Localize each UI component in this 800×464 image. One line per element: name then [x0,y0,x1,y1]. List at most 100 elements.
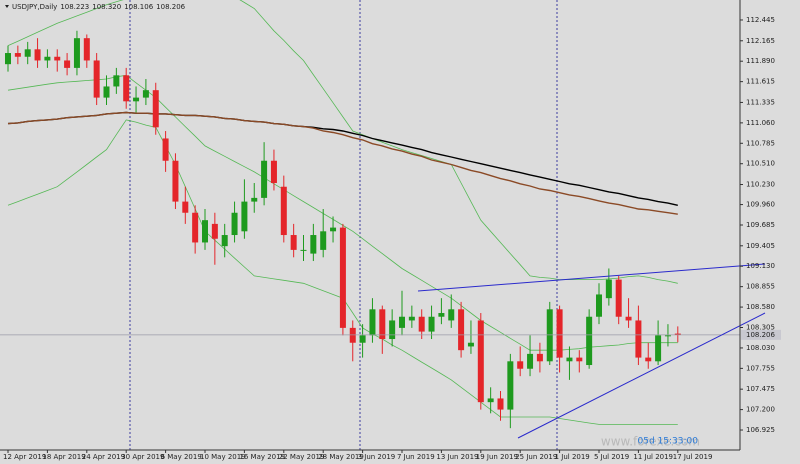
y-tick-label: 112.165 [746,37,775,45]
candle-body [605,279,612,299]
x-tick-label: 13 Jun 2019 [436,453,478,461]
candle-body [596,294,602,317]
candle-body [202,220,208,243]
y-tick-label: 109.685 [746,221,775,229]
y-tick-label: 110.510 [746,160,775,168]
candle-body [162,138,169,161]
x-tick-label: 16 May 2019 [239,453,285,461]
candle-body [300,249,307,251]
y-tick-label: 110.230 [746,181,775,189]
plot-area [0,0,740,450]
candle-body [566,357,573,362]
candle-body [14,53,21,57]
candle-body [113,75,120,87]
indicator-line [7,111,678,215]
candle-body [64,60,71,68]
candle-body [349,327,356,343]
candle-body [221,235,228,247]
candle-body [330,227,337,232]
candle-body [625,316,632,321]
chart-header: USDJPY,Daily 108.223 108.320 108.106 108.206 [12,3,186,11]
countdown: 05d 15:33:00 [638,437,699,447]
current-price-box [741,329,781,340]
x-tick-label: 18 Apr 2019 [42,453,85,461]
candle-body [359,335,366,343]
candle-body [418,316,425,332]
x-tick-label: 25 Jun 2019 [515,453,557,461]
candle-body [103,86,110,98]
x-tick-label: 11 Jul 2019 [633,453,673,461]
candle-body [458,309,465,351]
candle-body [655,335,662,362]
candle-body [428,316,435,332]
x-tick-label: 24 Apr 2019 [82,453,125,461]
candle-body [645,357,652,362]
candle-body [34,49,41,61]
x-tick-label: 30 Apr 2019 [121,453,164,461]
current-price-label: 108.206 [746,331,775,339]
menu-arrow[interactable] [5,5,9,8]
candle-body [487,398,494,403]
candle-body [664,335,671,337]
candle-body [310,235,317,254]
y-tick-label: 109.130 [746,262,775,270]
y-tick-label: 107.755 [746,364,775,372]
candle-body [270,160,277,184]
x-tick-label: 22 May 2019 [279,453,325,461]
candle-body [280,186,287,236]
symbol-label: USDJPY,Daily [12,3,57,11]
candle-body [399,316,405,328]
candle-body [448,309,455,321]
candle-body [93,60,100,98]
candle-body [231,212,238,236]
candle-body [192,212,199,243]
candle-body [133,97,140,102]
trendline [417,263,766,292]
candle-body [290,235,297,250]
x-tick-label: 10 May 2019 [200,453,246,461]
candle-body [251,197,258,202]
x-tick-label: 3 Jun 2019 [358,453,396,461]
y-tick-label: 108.855 [746,283,775,291]
y-tick-label: 107.200 [746,406,775,414]
y-tick-label: 110.785 [746,139,775,147]
candle-body [5,53,11,65]
candle-body [73,38,80,68]
candle-body [369,309,376,336]
candle-body [517,361,524,369]
candle-body [152,90,159,128]
y-tick-label: 108.305 [746,324,775,332]
candle-body [556,309,563,358]
candle-body [211,223,218,239]
candle-body [83,38,90,61]
x-tick-label: 6 May 2019 [161,453,202,461]
y-tick-label: 109.405 [746,242,775,250]
candle-body [674,333,681,335]
ohlc-label: 108.320 [92,3,121,11]
y-tick-label: 108.580 [746,303,775,311]
y-tick-label: 112.445 [746,16,775,24]
x-tick-label: 19 Jun 2019 [476,453,518,461]
x-tick-label: 1 Jul 2019 [555,453,590,461]
trendline [517,312,766,439]
x-tick-label: 28 May 2019 [318,453,364,461]
axis-layer: 112.445 112.165 111.890 111.615 111.335 111.0… [3,16,781,461]
candle-body [586,316,593,366]
y-tick-label: 111.335 [746,98,775,106]
y-tick-label: 107.475 [746,385,775,393]
candle-body [408,316,415,321]
series-layer [0,0,740,429]
candle-body [379,309,386,340]
y-tick-label: 109.960 [746,201,775,209]
candle-body [172,160,179,202]
candle-body [615,279,622,317]
candle-body [467,342,474,347]
y-tick-label: 106.925 [746,426,775,434]
x-tick-label: 17 Jul 2019 [673,453,713,461]
candle-body [507,361,514,410]
candle-body [123,75,130,102]
candle-body [44,56,51,61]
y-tick-label: 111.615 [746,78,775,86]
candle-body [339,227,346,328]
